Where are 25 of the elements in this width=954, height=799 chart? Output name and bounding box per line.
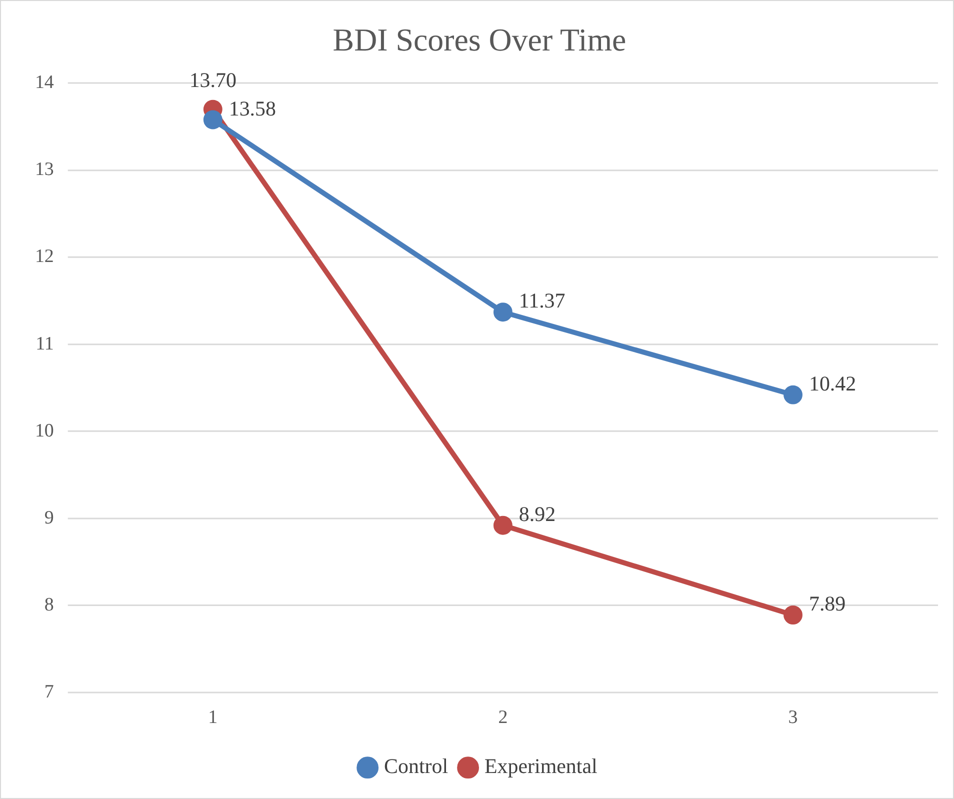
y-tick-label: 12 [34, 246, 54, 268]
point [493, 302, 512, 322]
y-tick-label: 9 [44, 507, 54, 528]
y-tick-label: 11 [36, 333, 54, 354]
x-tick-label: 1 [208, 706, 218, 728]
x-tick-label: 3 [788, 706, 798, 728]
y-tick-label: 8 [44, 594, 54, 616]
data-label: 13.70 [189, 68, 236, 92]
point [203, 110, 222, 130]
chart-title: BDI Scores Over Time [332, 22, 626, 58]
point [493, 516, 512, 535]
legend-label: Experimental [484, 754, 598, 778]
legend-label: Control [384, 754, 448, 778]
data-label: 8.92 [518, 502, 556, 526]
data-label: 10.42 [808, 371, 856, 396]
data-label: 7.89 [808, 592, 846, 616]
point [784, 385, 802, 404]
x-tick-label: 2 [498, 706, 508, 728]
y-tick-label: 13 [34, 159, 54, 180]
y-tick-label: 10 [34, 420, 54, 442]
y-tick-label: 14 [34, 72, 54, 94]
point [784, 606, 802, 624]
data-label: 13.58 [228, 96, 276, 120]
y-tick-label: 7 [44, 681, 54, 702]
data-label: 11.37 [518, 288, 566, 313]
